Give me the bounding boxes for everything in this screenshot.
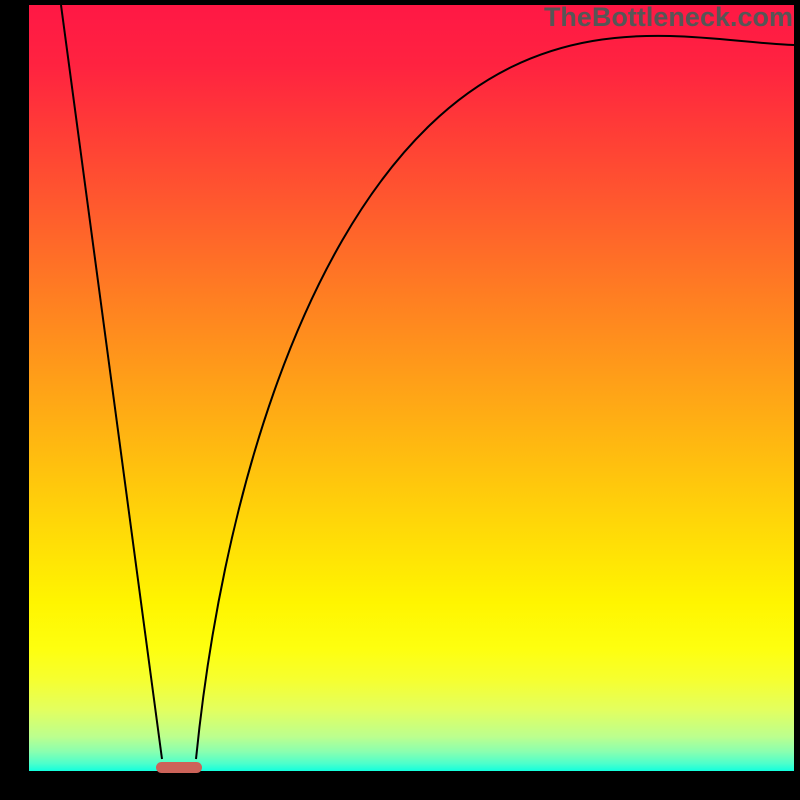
chart-container: TheBottleneck.com	[0, 0, 800, 800]
left-curve-line	[61, 5, 162, 759]
watermark-text: TheBottleneck.com	[544, 2, 793, 33]
right-curve-path	[196, 36, 794, 759]
curve-overlay	[0, 0, 800, 800]
bottleneck-marker	[156, 762, 202, 773]
